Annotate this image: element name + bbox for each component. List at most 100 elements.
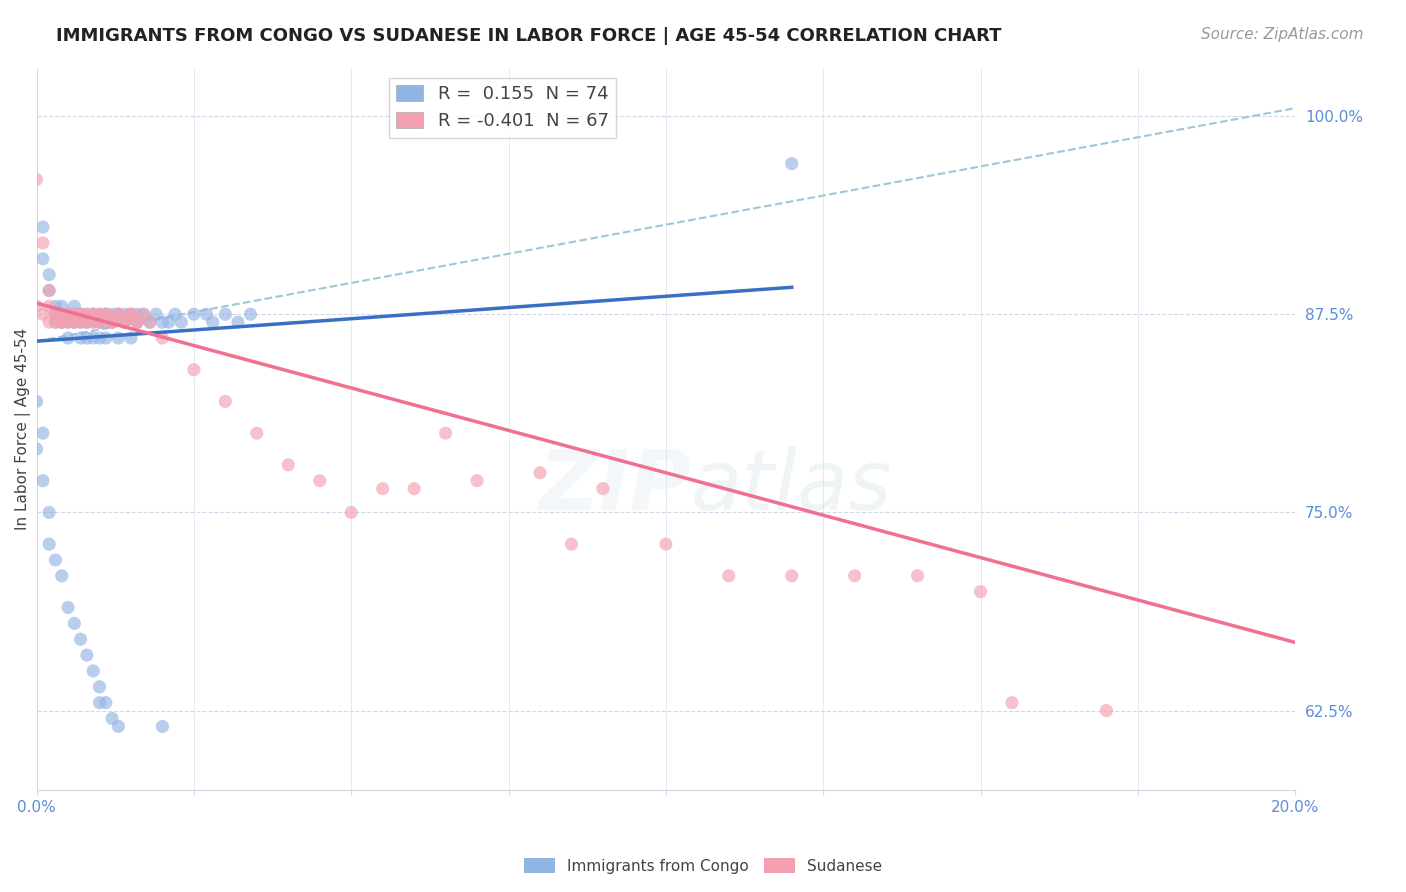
Point [56, 307, 79, 321]
Point [31, 235, 53, 250]
Text: IMMIGRANTS FROM CONGO VS SUDANESE IN LABOR FORCE | AGE 45-54 CORRELATION CHART: IMMIGRANTS FROM CONGO VS SUDANESE IN LAB… [56, 27, 1001, 45]
Point [44, 315, 66, 329]
Point [844, 569, 866, 583]
Point [38, 505, 60, 519]
Point [592, 482, 614, 496]
Point [94, 307, 117, 321]
Point [69, 315, 91, 329]
Point [114, 315, 136, 329]
Point [157, 315, 180, 329]
Point [82, 664, 104, 678]
Point [82, 307, 104, 321]
Point [82, 331, 104, 345]
Point [120, 307, 142, 321]
Point [89, 696, 111, 710]
Point [56, 315, 79, 329]
Point [183, 307, 205, 321]
Point [132, 307, 155, 321]
Point [94, 315, 117, 329]
Point [69, 315, 91, 329]
Point [25, 172, 48, 186]
Point [145, 307, 167, 321]
Point [139, 315, 162, 329]
Legend: R =  0.155  N = 74, R = -0.401  N = 67: R = 0.155 N = 74, R = -0.401 N = 67 [388, 78, 616, 137]
Point [76, 331, 98, 345]
Point [152, 315, 174, 329]
Point [1001, 696, 1024, 710]
Point [170, 315, 193, 329]
Point [246, 426, 269, 441]
Point [226, 315, 249, 329]
Point [94, 331, 117, 345]
Point [69, 307, 91, 321]
Point [127, 307, 149, 321]
Point [56, 331, 79, 345]
Point [51, 307, 73, 321]
Point [51, 315, 73, 329]
Point [183, 362, 205, 376]
Point [31, 252, 53, 266]
Point [780, 569, 803, 583]
Point [76, 307, 98, 321]
Point [63, 315, 86, 329]
Point [51, 315, 73, 329]
Point [82, 307, 104, 321]
Point [239, 307, 262, 321]
Point [107, 307, 129, 321]
Point [56, 307, 79, 321]
Point [1095, 704, 1118, 718]
Point [94, 696, 117, 710]
Point [44, 553, 66, 567]
Point [214, 394, 236, 409]
Point [101, 307, 124, 321]
Point [38, 299, 60, 313]
Point [94, 307, 117, 321]
Point [51, 569, 73, 583]
Point [31, 307, 53, 321]
Point [51, 307, 73, 321]
Point [63, 315, 86, 329]
Point [89, 331, 111, 345]
Point [94, 307, 117, 321]
Point [195, 307, 218, 321]
Point [63, 307, 86, 321]
Point [214, 307, 236, 321]
Point [82, 315, 104, 329]
Point [31, 426, 53, 441]
Point [76, 307, 98, 321]
Point [277, 458, 299, 472]
Point [89, 307, 111, 321]
Point [82, 315, 104, 329]
Point [51, 299, 73, 313]
Legend: Immigrants from Congo, Sudanese: Immigrants from Congo, Sudanese [517, 852, 889, 880]
Point [101, 711, 124, 725]
Point [89, 315, 111, 329]
Point [25, 442, 48, 456]
Point [63, 299, 86, 313]
Point [114, 315, 136, 329]
Point [101, 315, 124, 329]
Point [560, 537, 582, 551]
Point [201, 315, 224, 329]
Point [163, 307, 186, 321]
Point [127, 315, 149, 329]
Point [89, 315, 111, 329]
Text: ZIP: ZIP [538, 446, 690, 527]
Point [127, 315, 149, 329]
Point [31, 474, 53, 488]
Point [44, 315, 66, 329]
Point [152, 331, 174, 345]
Point [434, 426, 457, 441]
Point [340, 505, 363, 519]
Point [717, 569, 740, 583]
Point [44, 299, 66, 313]
Point [120, 331, 142, 345]
Point [38, 284, 60, 298]
Point [107, 307, 129, 321]
Point [404, 482, 426, 496]
Point [51, 315, 73, 329]
Point [76, 315, 98, 329]
Point [25, 394, 48, 409]
Point [69, 307, 91, 321]
Point [907, 569, 929, 583]
